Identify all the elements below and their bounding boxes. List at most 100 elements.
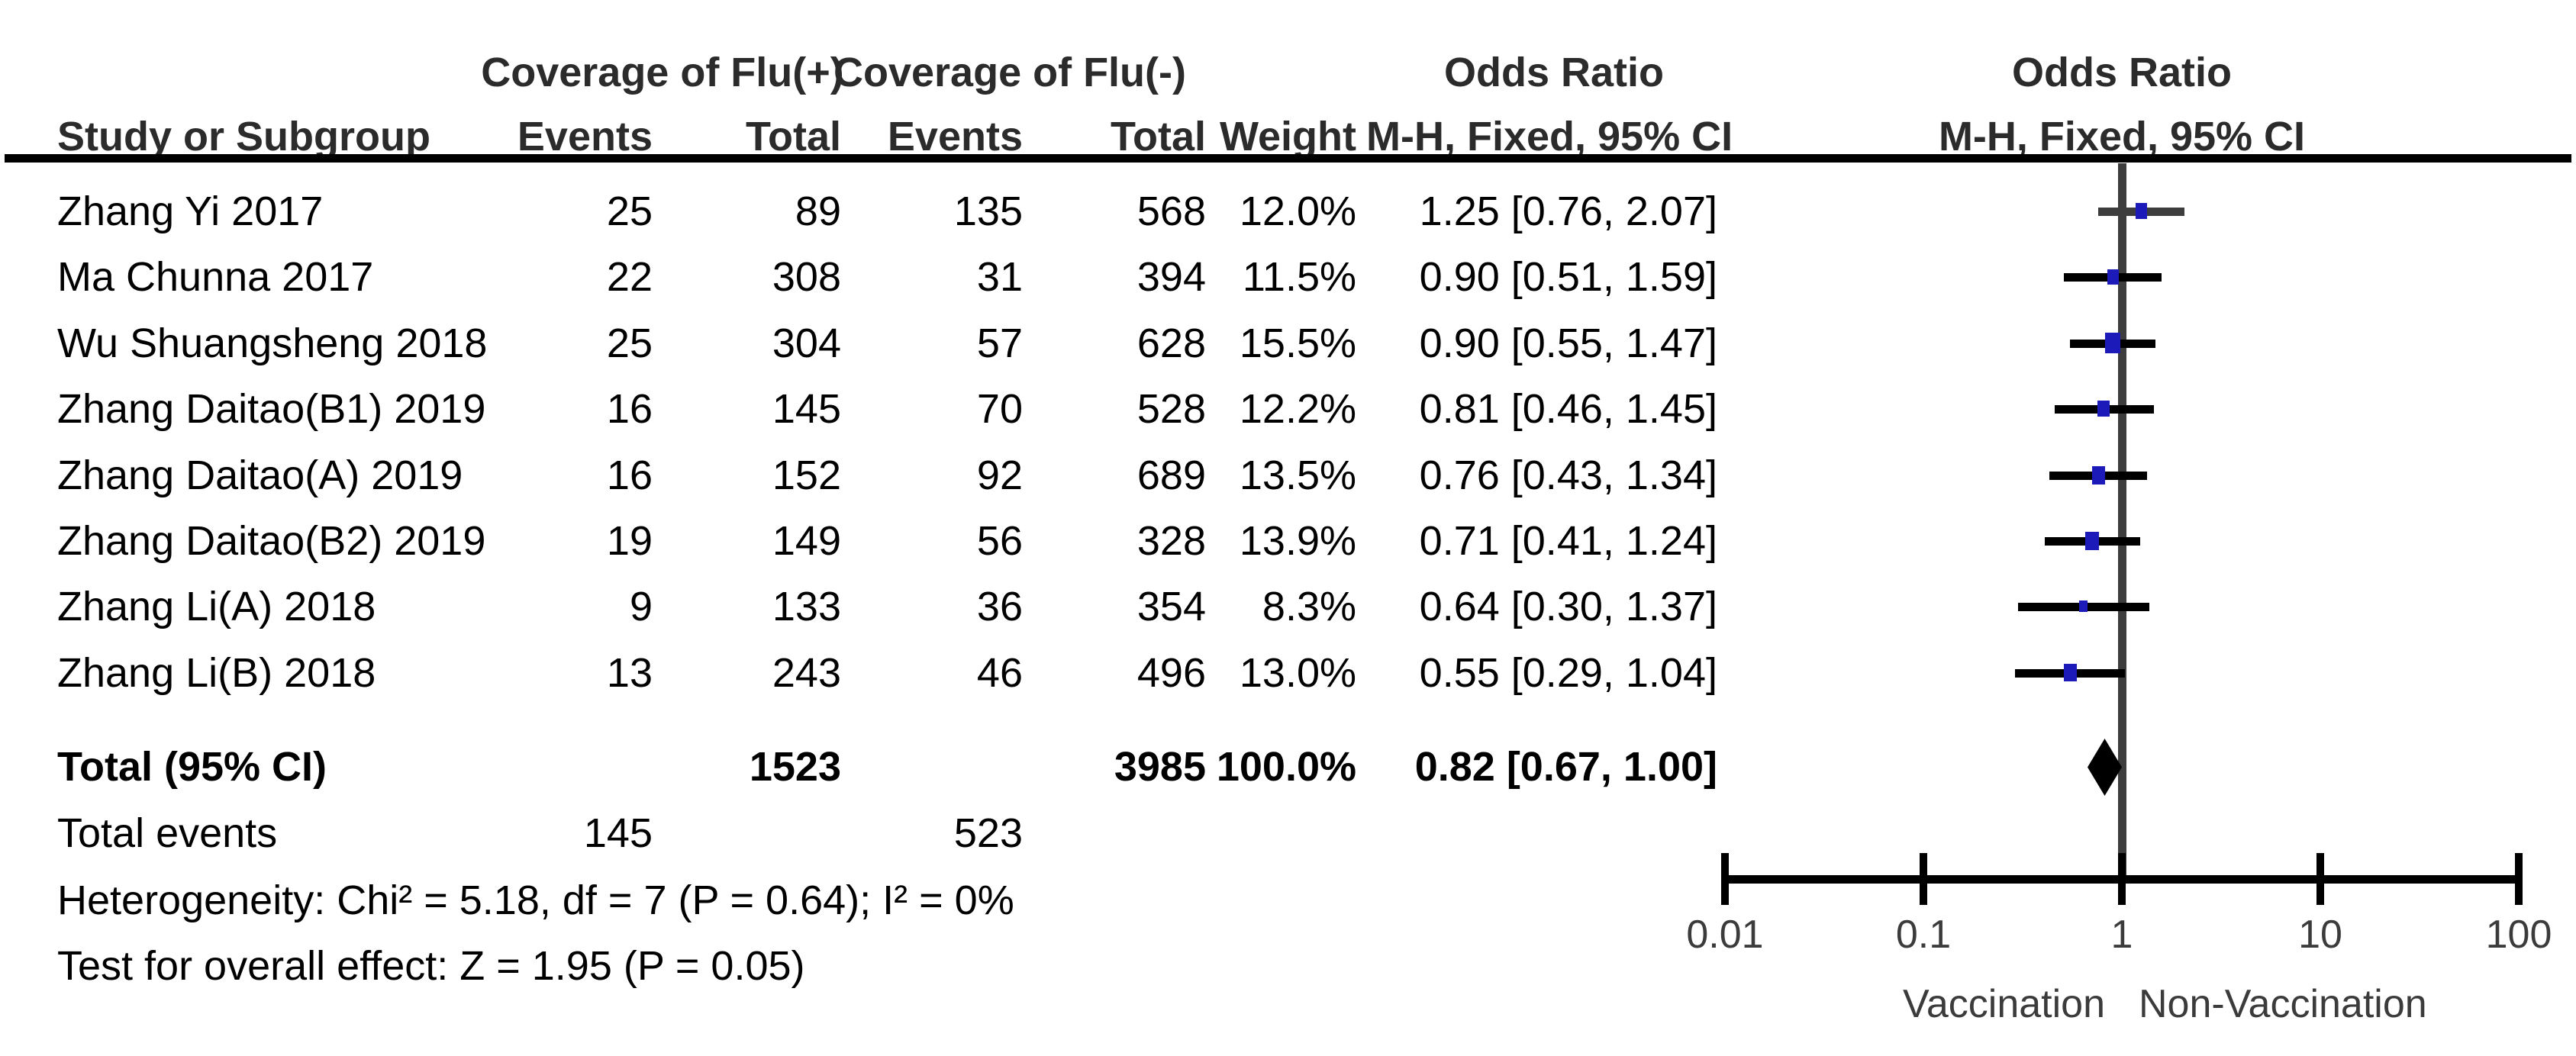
column-group-flu-negative: Coverage of Flu(-) [833, 50, 1186, 95]
study-or-ci: 0.81 [0.46, 1.45] [1419, 386, 1717, 432]
or-point-square [2092, 466, 2105, 485]
study-total-flu-pos: 89 [795, 188, 841, 234]
total-events-flu-pos: 145 [583, 810, 653, 856]
study-name: Zhang Yi 2017 [57, 188, 324, 234]
study-or-ci: 0.64 [0.30, 1.37] [1419, 584, 1717, 629]
or-point-square [2105, 333, 2120, 353]
study-events-flu-pos: 16 [606, 386, 653, 432]
total-or-ci: 0.82 [0.67, 1.00] [1414, 744, 1717, 790]
study-total-flu-pos: 308 [772, 254, 841, 300]
axis-tick-label: 0.01 [1686, 913, 1764, 957]
study-total-flu-pos: 145 [772, 386, 841, 432]
study-total-flu-neg: 354 [1136, 584, 1206, 629]
study-name: Zhang Daitao(B1) 2019 [57, 386, 486, 432]
study-name: Zhang Li(A) 2018 [57, 584, 376, 629]
axis-tick-label: 10 [2298, 913, 2342, 957]
axis-tick [2515, 853, 2523, 905]
axis-tick-label: 100 [2485, 913, 2552, 957]
total-flu-neg: 3985 [1114, 744, 1206, 790]
study-events-flu-pos: 25 [606, 320, 653, 366]
column-header-weight: Weight [1220, 114, 1356, 159]
study-events-flu-neg: 56 [976, 518, 1023, 564]
axis-tick-label: 1 [2110, 913, 2133, 957]
axis-tick [1721, 853, 1729, 905]
study-events-flu-neg: 70 [976, 386, 1023, 432]
or-point-square [2064, 664, 2077, 681]
column-header-study: Study or Subgroup [57, 114, 430, 159]
or-point-square [2097, 401, 2110, 417]
study-events-flu-pos: 9 [629, 584, 653, 629]
total-events-label: Total events [57, 810, 278, 856]
study-weight: 13.0% [1239, 650, 1356, 696]
study-name: Zhang Daitao(B2) 2019 [57, 518, 486, 564]
total-weight: 100.0% [1216, 744, 1356, 790]
study-weight: 12.0% [1239, 188, 1356, 234]
axis-tick [2316, 853, 2324, 905]
header-divider-rule [5, 154, 2571, 163]
study-total-flu-neg: 528 [1136, 386, 1206, 432]
study-events-flu-neg: 57 [976, 320, 1023, 366]
study-events-flu-pos: 22 [606, 254, 653, 300]
study-events-flu-neg: 135 [953, 188, 1023, 234]
null-effect-line [2118, 163, 2126, 884]
axis-tick-label: 0.1 [1895, 913, 1952, 957]
summary-diamond [2088, 739, 2122, 796]
or-point-square [2085, 532, 2099, 550]
study-events-flu-pos: 16 [606, 452, 653, 498]
axis-tick [2118, 853, 2126, 905]
column-group-flu-positive: Coverage of Flu(+) [481, 50, 844, 95]
column-header-events-flu-pos: Events [517, 114, 653, 159]
or-point-square [2079, 600, 2088, 612]
column-group-odds-ratio-text: Odds Ratio [1443, 50, 1664, 95]
study-weight: 13.5% [1239, 452, 1356, 498]
or-point-square [2136, 203, 2147, 219]
total-events-flu-neg: 523 [953, 810, 1023, 856]
study-name: Ma Chunna 2017 [57, 254, 374, 300]
column-header-total-flu-neg: Total [1111, 114, 1206, 159]
study-total-flu-neg: 394 [1136, 254, 1206, 300]
study-weight: 12.2% [1239, 386, 1356, 432]
study-total-flu-neg: 328 [1136, 518, 1206, 564]
axis-tick [1920, 853, 1927, 905]
column-group-odds-ratio-plot: Odds Ratio [2011, 50, 2232, 95]
column-header-mh-fixed-ci-text: M-H, Fixed, 95% CI [1366, 114, 1733, 159]
study-events-flu-pos: 19 [606, 518, 653, 564]
study-total-flu-neg: 496 [1136, 650, 1206, 696]
total-row-label: Total (95% CI) [57, 744, 327, 790]
overall-effect-test: Test for overall effect: Z = 1.95 (P = 0… [57, 943, 805, 989]
study-events-flu-neg: 36 [976, 584, 1023, 629]
axis-label-favours-right: Non-Vaccination [2139, 982, 2427, 1026]
study-weight: 15.5% [1239, 320, 1356, 366]
study-events-flu-neg: 92 [976, 452, 1023, 498]
study-or-ci: 0.71 [0.41, 1.24] [1419, 518, 1717, 564]
column-header-mh-fixed-ci-plot: M-H, Fixed, 95% CI [1938, 114, 2306, 159]
study-or-ci: 0.55 [0.29, 1.04] [1419, 650, 1717, 696]
study-or-ci: 0.90 [0.55, 1.47] [1419, 320, 1717, 366]
study-total-flu-pos: 149 [772, 518, 841, 564]
total-flu-pos: 1523 [749, 744, 841, 790]
study-or-ci: 0.76 [0.43, 1.34] [1419, 452, 1717, 498]
column-header-total-flu-pos: Total [746, 114, 841, 159]
study-or-ci: 1.25 [0.76, 2.07] [1419, 188, 1717, 234]
study-events-flu-pos: 25 [606, 188, 653, 234]
study-name: Zhang Daitao(A) 2019 [57, 452, 463, 498]
axis-label-favours-left: Vaccination [1903, 982, 2105, 1026]
study-total-flu-neg: 628 [1136, 320, 1206, 366]
study-events-flu-pos: 13 [606, 650, 653, 696]
or-point-square [2107, 269, 2119, 285]
study-total-flu-pos: 243 [772, 650, 841, 696]
study-total-flu-pos: 304 [772, 320, 841, 366]
study-or-ci: 0.90 [0.51, 1.59] [1419, 254, 1717, 300]
heterogeneity-stats: Heterogeneity: Chi² = 5.18, df = 7 (P = … [57, 877, 1014, 923]
study-name: Wu Shuangsheng 2018 [57, 320, 488, 366]
study-events-flu-neg: 46 [976, 650, 1023, 696]
study-total-flu-neg: 689 [1136, 452, 1206, 498]
study-total-flu-pos: 152 [772, 452, 841, 498]
study-weight: 11.5% [1242, 254, 1356, 300]
study-events-flu-neg: 31 [976, 254, 1023, 300]
study-weight: 13.9% [1239, 518, 1356, 564]
study-name: Zhang Li(B) 2018 [57, 650, 376, 696]
study-total-flu-pos: 133 [772, 584, 841, 629]
study-weight: 8.3% [1262, 584, 1356, 629]
